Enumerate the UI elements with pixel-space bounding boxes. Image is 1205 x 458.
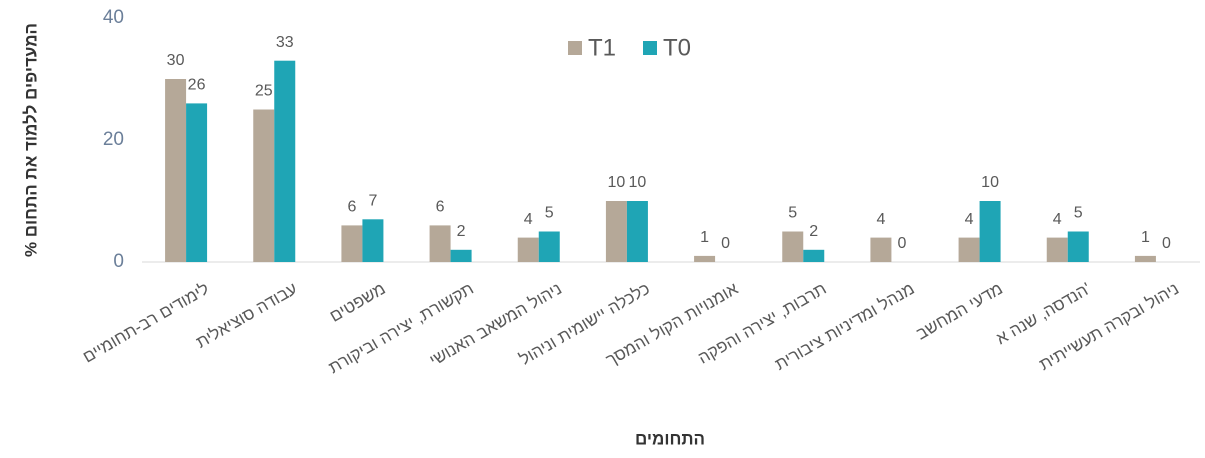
- value-label: 1: [700, 229, 709, 246]
- bar: [605, 201, 627, 262]
- value-label: 0: [1162, 235, 1171, 252]
- x-tick-label: תקשורת, יצירה וביקורת: [325, 279, 477, 377]
- value-label: 1: [1141, 229, 1150, 246]
- bar: [626, 201, 648, 262]
- y-tick-label: 20: [103, 129, 124, 150]
- x-tick-label: מדעי המחשב: [913, 279, 1006, 344]
- bar: [1067, 231, 1089, 262]
- bar: [782, 231, 804, 262]
- value-label: 0: [897, 235, 906, 252]
- legend-label: T0: [663, 34, 691, 61]
- bar: [341, 225, 363, 262]
- bar: [253, 109, 275, 262]
- legend-swatch: [568, 41, 582, 55]
- value-label: 30: [167, 52, 185, 69]
- value-label: 2: [809, 223, 818, 240]
- y-tick-label: 40: [103, 7, 124, 28]
- bar: [362, 219, 384, 262]
- legend-swatch: [643, 41, 657, 55]
- value-label: 26: [188, 77, 206, 94]
- value-label: 6: [436, 199, 445, 216]
- value-label: 4: [524, 211, 533, 228]
- value-label: 4: [1053, 211, 1062, 228]
- bar: [186, 103, 208, 263]
- value-label: 5: [545, 205, 554, 222]
- legend-label: T1: [588, 34, 616, 61]
- bar: [958, 237, 980, 262]
- value-label: 5: [1074, 205, 1083, 222]
- bar: [803, 249, 825, 262]
- value-label: 7: [368, 193, 377, 210]
- value-label: 10: [629, 174, 647, 191]
- x-tick-label: משפטים: [326, 279, 388, 326]
- bar: [165, 79, 187, 262]
- bar: [1046, 237, 1068, 262]
- x-tick-label: לימודים רב-תחומיים: [80, 279, 213, 367]
- value-label: 0: [721, 235, 730, 252]
- bar: [450, 249, 472, 262]
- value-label: 4: [876, 211, 885, 228]
- bar: [1134, 255, 1156, 262]
- bar: [429, 225, 451, 262]
- bar: [979, 201, 1001, 262]
- value-label: 4: [965, 211, 974, 228]
- bar: [694, 255, 716, 262]
- y-axis-label: % המעדיפים ללמוד את התחום: [21, 23, 40, 257]
- value-label: 2: [457, 223, 466, 240]
- value-label: 5: [788, 205, 797, 222]
- value-label: 25: [255, 83, 273, 100]
- bar: [517, 237, 539, 262]
- value-label: 33: [276, 34, 294, 51]
- y-tick-label: 0: [113, 251, 124, 272]
- value-label: 10: [608, 174, 626, 191]
- bar: [538, 231, 560, 262]
- bar: [274, 60, 296, 263]
- x-axis-label: התחומים: [635, 429, 705, 448]
- value-label: 6: [347, 199, 356, 216]
- bar: [870, 237, 892, 262]
- value-label: 10: [981, 174, 999, 191]
